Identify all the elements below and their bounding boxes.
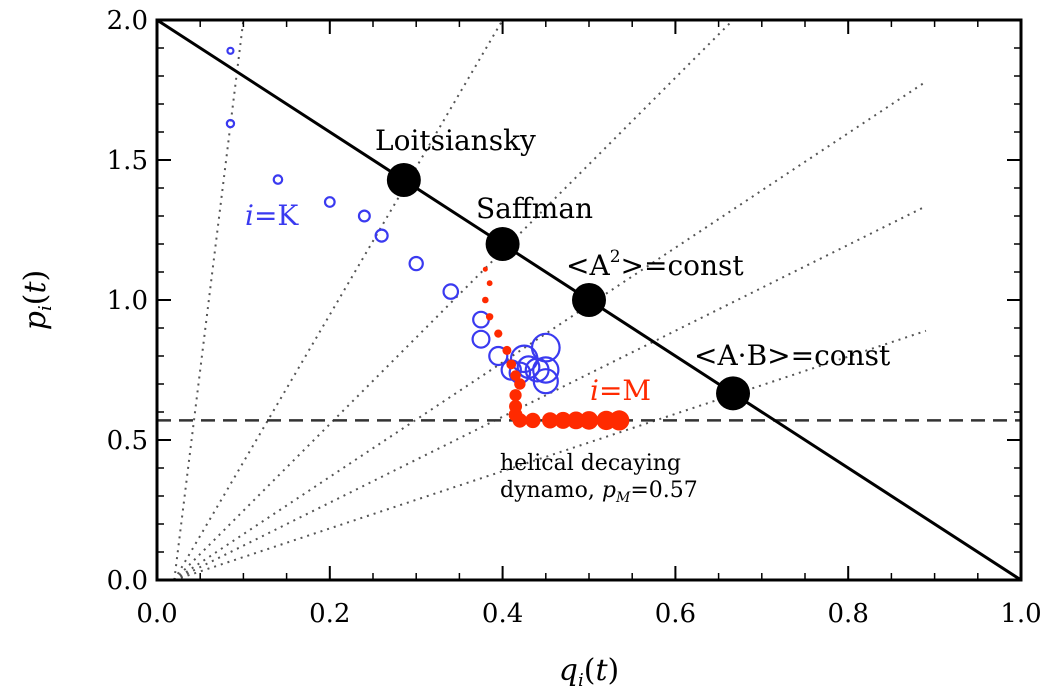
- label-series-m-rest: =M: [599, 374, 651, 407]
- named-point-0: [386, 162, 421, 197]
- point-k-3: [323, 196, 336, 208]
- label-series-m-i: i: [590, 374, 599, 407]
- annotation-helical-val: =0.57: [630, 478, 697, 503]
- annotation-helical-line1: helical decaying: [500, 451, 681, 476]
- annotation-ab-const: <A·B>=const: [694, 339, 891, 372]
- annotation-helical-line2: dynamo, pM=0.57: [500, 478, 698, 506]
- named-point-1: [485, 227, 520, 261]
- point-m-7: [510, 370, 521, 381]
- label-series-k-i: i: [245, 199, 254, 232]
- x-tick-label-5: 1.0: [1000, 599, 1041, 629]
- named-point-2: [572, 283, 606, 317]
- point-k-5: [374, 228, 389, 243]
- point-k-16: [532, 356, 560, 384]
- x-tick-label-3: 0.6: [655, 599, 696, 629]
- point-k-18: [530, 332, 561, 363]
- y-axis-title: pi(t): [18, 270, 56, 330]
- annotation-saffman: Saffman: [476, 192, 593, 225]
- point-m-2: [482, 296, 489, 304]
- point-m-6: [506, 359, 517, 370]
- dotted-ray-2: [173, 19, 734, 581]
- point-k-9: [471, 329, 491, 349]
- x-tick-label-0: 0.0: [136, 599, 177, 629]
- y-tick-label-4: 2.0: [107, 6, 148, 36]
- point-k-7: [442, 283, 460, 300]
- point-k-8: [472, 310, 490, 329]
- point-k-10: [488, 345, 509, 367]
- named-points: [386, 162, 751, 411]
- annotation-a2-const: <A2>=const: [566, 247, 744, 282]
- point-m-5: [502, 345, 512, 355]
- annotation-a2-sup: 2: [610, 247, 621, 267]
- label-series-k: i=K: [245, 199, 299, 232]
- point-k-1: [225, 118, 236, 129]
- y-tick-label-3: 1.5: [107, 146, 148, 176]
- point-k-4: [357, 209, 371, 223]
- point-m-12: [512, 413, 528, 428]
- point-m-9: [509, 389, 522, 402]
- point-m-8: [514, 378, 526, 390]
- x-tick-label-4: 0.8: [828, 599, 869, 629]
- point-k-6: [408, 255, 424, 272]
- y-tick-label-0: 0.0: [107, 566, 148, 596]
- axis-ticks: 0.0 0.2 0.4 0.6 0.8 1.0 0.0 0.5 1.0 1.5 2.0: [107, 6, 1042, 629]
- point-k-2: [272, 174, 284, 185]
- point-k-15: [532, 368, 559, 395]
- annotation-helical-prefix: dynamo,: [500, 478, 602, 503]
- dotted-ray-1: [173, 19, 504, 581]
- x-axis-title: qi(t): [559, 653, 619, 691]
- y-tick-label-2: 1.0: [107, 286, 148, 316]
- annotation-a2-suffix: >=const: [621, 249, 745, 282]
- series-i-k: [225, 46, 561, 395]
- label-series-m: i=M: [590, 374, 651, 407]
- annotation-loitsiansky: Loitsiansky: [375, 124, 536, 157]
- point-m-3: [485, 313, 494, 321]
- annotation-helical-sub: M: [615, 490, 631, 506]
- annotation-helical-p: p: [602, 478, 616, 503]
- point-m-19: [609, 410, 630, 431]
- x-tick-label-2: 0.4: [482, 599, 523, 629]
- point-m-13: [525, 412, 541, 429]
- dotted-ray-3: [173, 80, 927, 581]
- dotted-ray-0: [173, 19, 245, 581]
- point-m-0: [482, 266, 488, 272]
- point-m-15: [554, 411, 572, 429]
- dotted-ray-5: [173, 329, 927, 581]
- point-m-16: [567, 411, 585, 430]
- annotation-a2-prefix: <A: [566, 249, 610, 282]
- point-m-1: [486, 280, 493, 287]
- point-m-4: [494, 329, 503, 338]
- series-i-m: [482, 266, 630, 431]
- x-tick-label-1: 0.2: [309, 599, 350, 629]
- point-m-17: [579, 411, 599, 430]
- named-point-3: [716, 376, 751, 411]
- point-k-0: [226, 46, 235, 55]
- y-tick-label-1: 0.5: [107, 426, 148, 456]
- label-series-k-rest: =K: [254, 199, 299, 232]
- point-m-14: [542, 412, 559, 429]
